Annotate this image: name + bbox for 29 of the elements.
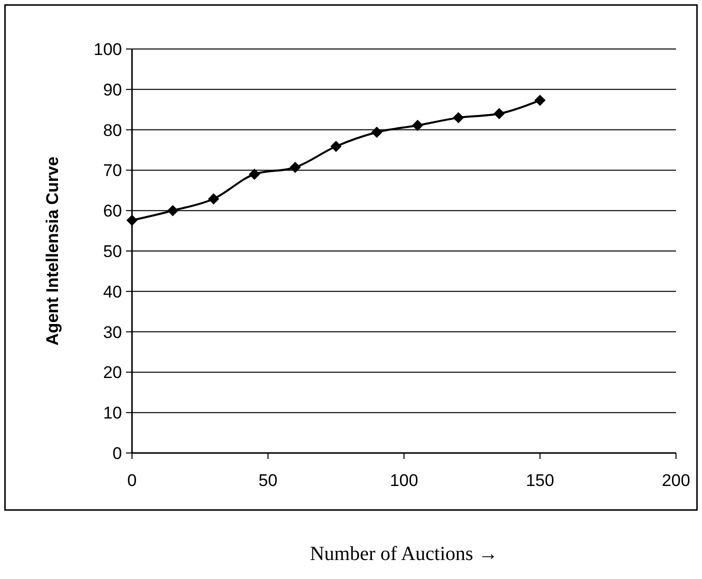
- y-tick-label: 10: [103, 404, 122, 423]
- point: [248, 168, 260, 180]
- y-tick-label: 20: [103, 363, 122, 382]
- y-tick-label: 70: [103, 161, 122, 180]
- x-tick-label: 150: [526, 471, 554, 490]
- y-tick-label: 60: [103, 202, 122, 221]
- point: [494, 108, 505, 120]
- y-tick-label: 80: [103, 120, 122, 140]
- x-tick-label: 200: [662, 471, 690, 490]
- point: [126, 214, 138, 226]
- point: [208, 193, 220, 204]
- point: [330, 140, 342, 152]
- y-tick-label: 50: [103, 242, 122, 261]
- x-tick-label: 0: [127, 471, 137, 490]
- y-tick-label: 100: [94, 40, 122, 59]
- y-tick-label: 0: [112, 444, 122, 463]
- point: [167, 205, 178, 216]
- point: [534, 94, 546, 106]
- point: [371, 126, 382, 138]
- x-axis-title: Number of Auctions →: [310, 543, 498, 565]
- point: [452, 112, 464, 124]
- x-tick-label: 50: [258, 471, 278, 490]
- point: [290, 162, 301, 173]
- point: [412, 120, 424, 131]
- y-tick-label: 90: [103, 80, 122, 100]
- y-axis-title: Agent Intellensia Curve: [43, 156, 62, 346]
- x-tick-label: 100: [390, 471, 418, 490]
- y-tick-label: 30: [103, 322, 122, 342]
- y-tick-label: 40: [103, 282, 122, 302]
